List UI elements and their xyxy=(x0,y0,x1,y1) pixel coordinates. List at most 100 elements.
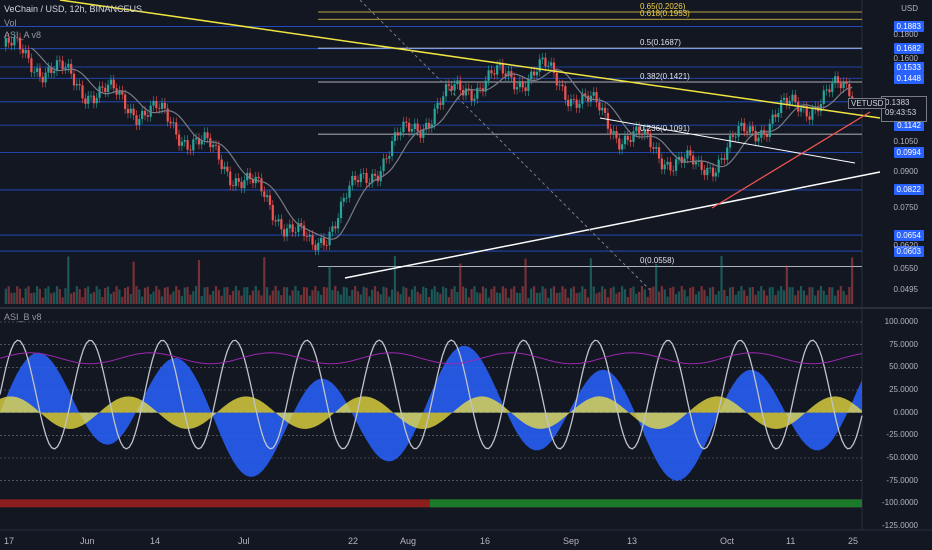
candle-body xyxy=(436,102,439,109)
candle-body xyxy=(348,185,351,198)
candle-body xyxy=(132,108,135,116)
volume-bar xyxy=(16,286,19,304)
candle-body xyxy=(58,60,61,62)
volume-bar xyxy=(433,286,436,304)
volume-bar xyxy=(214,286,218,304)
volume-bar xyxy=(706,296,709,304)
volume-bar xyxy=(532,286,536,304)
volume-bar xyxy=(143,287,147,304)
candle-body xyxy=(186,140,189,150)
volume-bar xyxy=(524,258,527,304)
candle-body xyxy=(473,98,476,101)
candle-body xyxy=(501,63,504,74)
candle-body xyxy=(257,176,260,179)
volume-bar xyxy=(257,290,260,304)
volume-bar xyxy=(175,286,178,304)
candle-body xyxy=(538,59,541,72)
volume-bar xyxy=(765,295,769,304)
volume-bar xyxy=(442,286,445,304)
volume-bar xyxy=(362,286,365,304)
candle-body xyxy=(271,204,274,221)
candle-body xyxy=(38,68,42,77)
volume-bar xyxy=(479,293,482,304)
bar-countdown: 09:43:53 xyxy=(885,108,917,117)
volume-bar xyxy=(237,290,240,304)
volume-bar xyxy=(694,294,698,304)
candle-body xyxy=(220,159,223,170)
volume-bar xyxy=(564,288,567,304)
candle-body xyxy=(669,161,672,171)
volume-bar xyxy=(513,286,516,304)
candle-body xyxy=(112,79,115,89)
candle-body xyxy=(175,122,178,135)
candle-body xyxy=(95,97,98,104)
price-level-badge: 0.1682 xyxy=(893,43,924,55)
candle-body xyxy=(166,108,169,122)
ticker-badge: VETUSD xyxy=(848,98,887,109)
candle-body xyxy=(552,62,556,73)
candle-body xyxy=(615,130,618,139)
candle-body xyxy=(487,70,490,81)
candle-body xyxy=(104,87,107,93)
candle-body xyxy=(848,83,851,97)
indicator-b-label[interactable]: ASI_B v8 xyxy=(4,312,42,322)
price-level-badge: 0.1883 xyxy=(893,20,924,32)
volume-bar xyxy=(21,297,24,304)
volume-bar xyxy=(64,288,67,304)
candle-body xyxy=(544,57,547,67)
volume-bar xyxy=(70,293,73,304)
candle-body xyxy=(75,84,78,86)
volume-bar xyxy=(50,293,53,304)
candle-body xyxy=(734,136,737,138)
candle-body xyxy=(297,223,300,232)
volume-label: Vol xyxy=(4,18,17,28)
candle-body xyxy=(263,191,266,198)
candle-body xyxy=(444,84,448,97)
volume-bar xyxy=(461,286,465,304)
volume-bar xyxy=(109,293,113,304)
candle-body xyxy=(223,166,226,170)
volume-bar xyxy=(561,286,564,304)
volume-bar xyxy=(723,289,726,304)
time-tick-label: 11 xyxy=(786,536,796,546)
osc-tick-label: 50.0000 xyxy=(889,362,918,372)
price-level-badge: 0.0603 xyxy=(893,245,924,257)
candle-body xyxy=(561,84,564,87)
volume-bar xyxy=(129,293,132,304)
volume-bar xyxy=(535,292,539,304)
volume-bar xyxy=(845,294,848,304)
volume-bar xyxy=(337,291,340,304)
current-price: 0.1383 xyxy=(885,98,910,107)
signal-line xyxy=(0,352,863,365)
candle-body xyxy=(118,90,121,95)
volume-bar xyxy=(686,296,689,304)
volume-bar xyxy=(521,286,524,304)
osc-tick-label: -25.0000 xyxy=(886,430,918,440)
volume-bar xyxy=(663,289,666,304)
candle-body xyxy=(135,115,138,125)
candle-body xyxy=(504,73,507,77)
candle-body xyxy=(660,158,663,170)
volume-bar xyxy=(839,286,842,304)
volume-bar xyxy=(339,294,343,304)
candle-body xyxy=(89,95,93,97)
volume-bar xyxy=(635,293,638,304)
volume-bar xyxy=(328,265,331,304)
volume-bar xyxy=(473,286,476,304)
candle-body xyxy=(237,178,240,182)
candle-body xyxy=(442,96,445,105)
candle-body xyxy=(319,237,323,243)
volume-bar xyxy=(743,290,746,304)
candle-body xyxy=(768,123,771,137)
volume-bar xyxy=(541,286,544,304)
volume-bar xyxy=(459,263,462,304)
price-level-badge: 0.1448 xyxy=(893,72,924,84)
candle-body xyxy=(828,89,831,93)
volume-bar xyxy=(447,297,450,304)
volume-bar xyxy=(771,287,774,304)
time-tick-label: 22 xyxy=(348,536,359,546)
fib-label: 0.236(0.1091) xyxy=(640,124,690,134)
indicator-a-label[interactable]: ASI_A v8 xyxy=(4,30,42,40)
volume-bar xyxy=(589,258,592,304)
